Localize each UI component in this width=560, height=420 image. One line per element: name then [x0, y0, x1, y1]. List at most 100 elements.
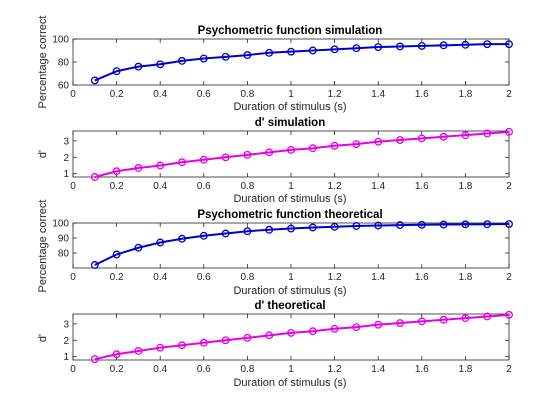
x-axis-label: Duration of stimulus (s) — [233, 193, 346, 205]
data-point — [134, 243, 143, 252]
data-point — [483, 312, 492, 321]
y-tick-label: 1 — [63, 352, 69, 363]
y-tick-label: 60 — [58, 81, 70, 92]
x-tick-label: 0.8 — [240, 272, 254, 283]
data-point — [265, 331, 274, 340]
data-point — [352, 222, 361, 230]
x-tick-label: 0.4 — [153, 89, 167, 100]
x-tick-label: 1 — [288, 89, 294, 100]
data-point — [221, 229, 230, 238]
y-tick-label: 1 — [63, 169, 69, 180]
data-point — [287, 145, 295, 154]
data-point — [505, 310, 513, 319]
data-point — [156, 238, 165, 247]
data-point — [461, 131, 470, 140]
data-point — [265, 225, 274, 234]
x-tick-label: 2 — [506, 181, 512, 192]
data-point — [396, 42, 404, 51]
x-tick-label: 0.6 — [197, 89, 211, 100]
data-point — [505, 127, 513, 136]
x-tick-label: 0.2 — [110, 272, 124, 283]
x-tick-label: 0.8 — [240, 364, 254, 375]
data-point — [352, 140, 361, 149]
data-point — [287, 224, 295, 233]
data-point — [505, 40, 513, 49]
data-point — [90, 173, 99, 181]
x-tick-label: 1.8 — [458, 89, 472, 100]
data-point — [156, 60, 165, 69]
data-point — [439, 41, 448, 50]
axes-box — [72, 222, 510, 269]
x-tick-label: 1.2 — [328, 89, 342, 100]
x-tick-label: 0 — [70, 364, 76, 375]
data-point — [308, 46, 317, 55]
data-point — [243, 51, 252, 60]
data-point — [178, 341, 186, 350]
data-point — [461, 220, 470, 229]
data-point — [483, 129, 492, 138]
x-tick-label: 0.4 — [153, 364, 167, 375]
data-point — [178, 56, 186, 65]
data-point — [90, 261, 99, 269]
x-tick-label: 1.6 — [415, 181, 429, 192]
data-point — [199, 54, 208, 63]
data-point — [417, 317, 426, 326]
x-tick-label: 1.6 — [415, 364, 429, 375]
data-point — [505, 220, 513, 228]
data-point — [439, 220, 448, 229]
data-point — [439, 315, 448, 324]
data-point — [221, 336, 230, 345]
x-tick-label: 1.4 — [371, 181, 385, 192]
x-tick-label: 0.8 — [240, 181, 254, 192]
subplot-dprime-theoretical: d' theoretical 0 0.2 0.4 0.6 0.8 1 1.2 1.4 1.6 1.… — [37, 300, 513, 389]
axes-box — [72, 130, 510, 178]
data-point — [90, 76, 99, 85]
x-tick-label: 0 — [70, 272, 76, 283]
x-tick-label: 0.8 — [240, 89, 254, 100]
x-tick-label: 1.2 — [328, 364, 342, 375]
data-point — [112, 67, 121, 76]
x-tick-label: 2 — [506, 272, 512, 283]
data-point — [112, 250, 121, 259]
data-point — [156, 161, 165, 170]
data-point — [461, 314, 470, 323]
data-point — [330, 324, 339, 333]
data-point — [199, 338, 208, 347]
y-tick-label: 90 — [58, 234, 70, 245]
y-tick-label: 3 — [63, 319, 69, 330]
data-point — [199, 155, 208, 164]
data-point — [178, 234, 186, 243]
data-point — [287, 47, 295, 56]
x-tick-label: 1 — [288, 364, 294, 375]
x-tick-label: 1.8 — [458, 181, 472, 192]
x-tick-label: 1.4 — [371, 89, 385, 100]
x-tick-label: 0.2 — [110, 364, 124, 375]
x-tick-label: 0.2 — [110, 181, 124, 192]
data-point — [417, 220, 426, 229]
x-tick-label: 1.8 — [458, 272, 472, 283]
y-axis-label: d' — [37, 334, 49, 342]
data-point — [308, 327, 317, 336]
x-tick-label: 1.2 — [328, 272, 342, 283]
data-point — [308, 144, 317, 153]
data-point — [396, 319, 404, 327]
y-tick-label: 80 — [58, 58, 70, 69]
data-point — [374, 43, 383, 51]
data-point — [112, 167, 121, 176]
y-tick-label: 3 — [63, 136, 69, 147]
data-point — [221, 153, 230, 162]
x-tick-label: 0 — [70, 89, 76, 100]
data-point — [396, 136, 404, 144]
x-axis-label: Duration of stimulus (s) — [233, 101, 346, 113]
data-point — [265, 48, 274, 57]
data-point — [243, 227, 252, 236]
plot-area: 0 0.2 0.4 0.6 0.8 1 1.2 1.4 1.6 1.8 2 80 90 100 — [52, 219, 513, 283]
chart-title: Psychometric function theoretical — [197, 209, 382, 221]
plot-area: 0 0.2 0.4 0.6 0.8 1 1.2 1.4 1.6 1.8 2 60 80 100 — [52, 35, 513, 100]
x-tick-label: 0.6 — [197, 272, 211, 283]
data-point — [417, 134, 426, 143]
x-tick-label: 2 — [506, 89, 512, 100]
x-axis-label: Duration of stimulus (s) — [233, 285, 346, 297]
y-tick-label: 100 — [52, 219, 69, 230]
x-tick-label: 0.6 — [197, 181, 211, 192]
